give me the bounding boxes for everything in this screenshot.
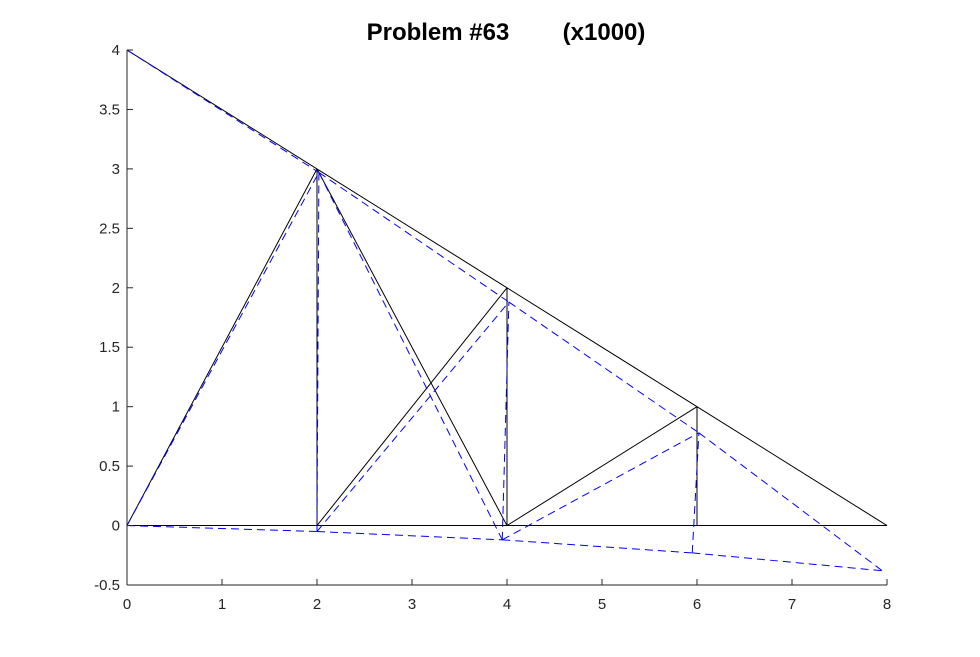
member-solid-6: [506, 287, 698, 408]
member-dashed-14: [691, 432, 700, 553]
y-tick-label: 3: [112, 161, 120, 178]
member-solid-7: [696, 406, 888, 526]
x-tick-label: 5: [598, 596, 606, 613]
y-axis-ticks: -0.5 0 0.5 1 1.5 2 2.5 3 3.5 4: [94, 42, 133, 594]
member-solid-11: [316, 287, 508, 526]
y-tick-label: 2.5: [99, 220, 120, 237]
member-dashed-1: [316, 531, 503, 541]
x-tick-label: 7: [788, 596, 796, 613]
member-solid-13: [506, 406, 698, 526]
member-dashed-10: [318, 172, 503, 541]
y-tick-label: 3.5: [99, 101, 120, 118]
x-tick-label: 1: [218, 596, 226, 613]
x-tick-label: 4: [503, 596, 511, 613]
y-tick-label: -0.5: [94, 577, 120, 594]
member-dashed-9: [316, 172, 320, 532]
member-dashed-4: [126, 49, 320, 173]
member-solid-4: [126, 49, 318, 170]
x-tick-label: 8: [883, 596, 891, 613]
x-tick-label: 6: [693, 596, 701, 613]
y-tick-label: 1.5: [99, 339, 120, 356]
member-solid-10: [316, 168, 508, 526]
series-solid-members: [126, 49, 888, 527]
y-tick-label: 4: [112, 42, 120, 59]
y-tick-label: 2: [112, 280, 120, 297]
chart-title: Problem #63 (x1000): [367, 19, 646, 46]
member-dashed-8: [126, 172, 320, 526]
member-dashed-12: [501, 302, 510, 540]
x-axis-ticks: 0 1 2 3 4 5 6 7 8: [123, 579, 891, 613]
member-dashed-11: [316, 301, 510, 532]
member-dashed-0: [126, 525, 318, 532]
x-tick-label: 0: [123, 596, 131, 613]
y-tick-label: 0: [112, 518, 120, 535]
series-layer: [126, 49, 888, 572]
x-tick-label: 2: [313, 596, 321, 613]
member-dashed-3: [692, 552, 883, 572]
y-tick-label: 1: [112, 399, 120, 416]
member-solid-8: [126, 168, 318, 526]
series-dashed-members: [126, 49, 883, 572]
y-tick-label: 0.5: [99, 458, 120, 475]
member-dashed-13: [502, 432, 700, 541]
x-tick-label: 3: [408, 596, 416, 613]
member-dashed-2: [502, 539, 693, 554]
member-solid-5: [316, 168, 508, 289]
